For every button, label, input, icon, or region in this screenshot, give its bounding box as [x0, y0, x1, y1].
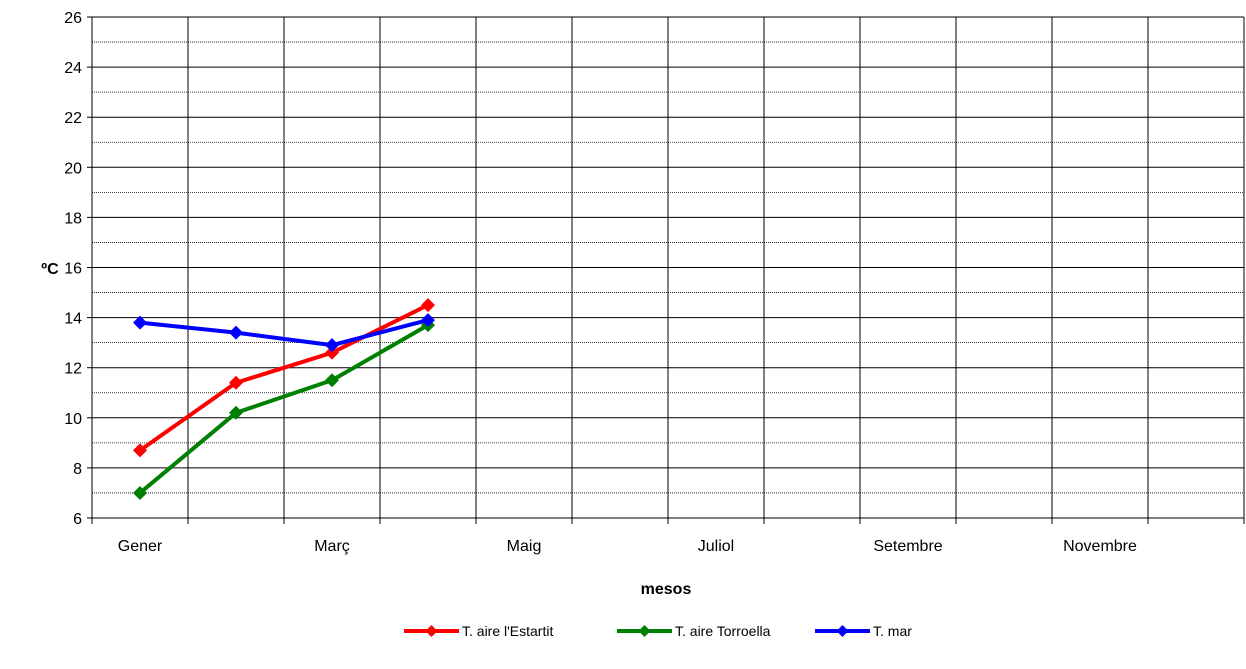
legend-item: T. mar: [815, 623, 912, 639]
legend-label: T. aire Torroella: [675, 623, 771, 639]
legend-swatch-marker: [638, 625, 651, 637]
y-tick-label: 12: [64, 361, 82, 378]
y-tick-label: 6: [73, 511, 82, 528]
x-tick-label: Març: [314, 538, 350, 555]
legend-label: T. aire l'Estartit: [462, 623, 553, 639]
y-tick-label: 22: [64, 110, 82, 127]
y-tick-label: 8: [73, 461, 82, 478]
x-tick-label: Setembre: [873, 538, 942, 555]
series-line: [139, 318, 429, 348]
series-lines: [133, 298, 435, 500]
data-point: [133, 443, 147, 458]
x-tick-label: Novembre: [1063, 538, 1137, 555]
y-tick-label: 16: [64, 261, 82, 278]
y-tick-label: 14: [64, 311, 82, 328]
x-tick-label: Maig: [507, 538, 542, 555]
y-tick-label: 18: [64, 210, 82, 227]
y-axis-title: ºC: [41, 261, 59, 278]
data-point: [133, 485, 147, 500]
legend-swatch-marker: [425, 625, 438, 637]
data-point: [325, 345, 339, 360]
x-tick-label: Gener: [118, 538, 163, 555]
data-point: [229, 405, 243, 420]
grid-vertical: [91, 17, 1245, 524]
x-tick-labels: Gener Març Maig Juliol Setembre Novembre: [118, 538, 1137, 555]
legend-item: T. aire Torroella: [617, 623, 771, 639]
legend-label: T. mar: [873, 623, 912, 639]
series-3: [133, 313, 435, 353]
x-tick-label: Juliol: [698, 538, 734, 555]
x-axis-title: mesos: [641, 581, 692, 598]
data-point: [325, 338, 339, 353]
y-tick-label: 24: [64, 60, 82, 77]
axes: [87, 16, 1244, 519]
legend: T. aire l'Estartit T. aire Torroella T. ma…: [404, 623, 912, 639]
legend-item: T. aire l'Estartit: [404, 623, 553, 639]
y-tick-labels: 6 8 10 12 14 16 18 20 22 24 26: [64, 10, 82, 528]
y-tick-label: 26: [64, 10, 82, 27]
data-point: [325, 373, 339, 388]
series-line: [138, 303, 429, 452]
y-tick-label: 20: [64, 160, 82, 177]
y-tick-label: 10: [64, 411, 82, 428]
series-line: [138, 323, 429, 495]
data-point: [421, 313, 435, 328]
data-point: [421, 298, 435, 313]
data-point: [229, 375, 243, 390]
data-point: [133, 315, 147, 330]
series-1: [133, 298, 435, 458]
legend-swatch-marker: [836, 625, 849, 637]
data-point: [229, 325, 243, 340]
